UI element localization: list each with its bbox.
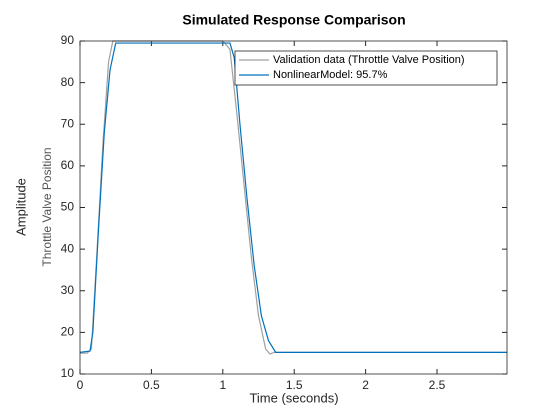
y-tick-label: 70 — [61, 116, 75, 130]
y-tick-label: 80 — [61, 75, 75, 89]
x-tick-label: 2.5 — [429, 378, 446, 392]
legend-box — [234, 50, 498, 86]
legend-label: Validation data (Throttle Valve Position… — [273, 54, 465, 66]
x-tick-label: 2 — [362, 378, 369, 392]
x-axis-label: Time (seconds) — [249, 390, 338, 405]
series-line — [79, 42, 507, 353]
y-tick-label: 40 — [61, 241, 75, 255]
x-tick-label: 0.5 — [143, 378, 160, 392]
y-axis-label: Amplitude — [13, 178, 28, 236]
chart-title: Simulated Response Comparison — [182, 12, 405, 28]
y-tick-label: 30 — [61, 283, 75, 297]
y-tick-label: 20 — [61, 325, 75, 339]
y-tick-label: 90 — [61, 33, 75, 47]
x-tick-label: 1 — [219, 378, 226, 392]
y-tick-label: 50 — [61, 200, 75, 214]
y-tick-label: 10 — [61, 366, 75, 380]
legend-label: NonlinearModel: 95.7% — [273, 69, 388, 81]
x-tick-label: 0 — [77, 378, 84, 392]
y-channel-label: Throttle Valve Position — [40, 147, 54, 266]
plot-frame — [79, 40, 508, 375]
x-tick-label: 1.5 — [286, 378, 303, 392]
y-tick-label: 60 — [61, 158, 75, 172]
